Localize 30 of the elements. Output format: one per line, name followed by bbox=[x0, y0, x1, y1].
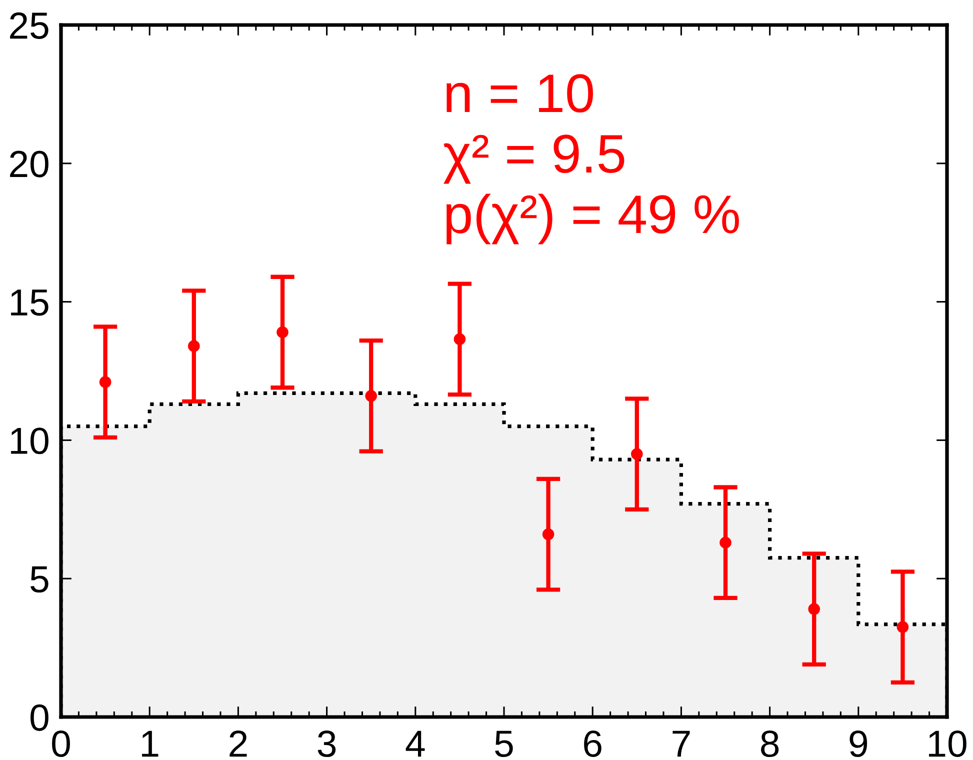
x-tick-label: 5 bbox=[495, 730, 513, 758]
y-tick-label: 0 bbox=[30, 704, 48, 731]
point bbox=[630, 448, 643, 460]
x-tick-label: 10 bbox=[929, 730, 966, 758]
x-tick-label: 7 bbox=[672, 730, 690, 757]
x-tick-label: 0 bbox=[52, 730, 70, 758]
x-tick-label: 8 bbox=[761, 730, 779, 758]
point bbox=[276, 326, 288, 338]
annotation: p(χ²) = 49 % bbox=[446, 194, 739, 244]
y-tick-label: 20 bbox=[10, 150, 48, 178]
x-tick-label: 3 bbox=[318, 730, 336, 758]
point bbox=[896, 621, 909, 633]
point bbox=[808, 603, 820, 615]
point bbox=[720, 536, 732, 549]
y-tick-label: 25 bbox=[10, 12, 48, 39]
annotation: χ² = 9.5 bbox=[444, 134, 624, 184]
y-tick-label: 15 bbox=[11, 290, 48, 316]
x-tick-label: 1 bbox=[142, 730, 158, 757]
y-tick-label: 5 bbox=[30, 566, 48, 593]
point bbox=[542, 528, 554, 540]
x-tick-label: 2 bbox=[230, 730, 247, 757]
annotation: n = 10 bbox=[446, 74, 593, 113]
x-tick-label: 6 bbox=[584, 730, 602, 758]
point bbox=[99, 376, 112, 388]
point bbox=[188, 340, 200, 352]
point bbox=[454, 333, 466, 346]
x-tick-label: 4 bbox=[406, 730, 425, 757]
y-tick-label: 10 bbox=[11, 428, 48, 454]
point bbox=[365, 390, 378, 402]
x-tick-label: 9 bbox=[850, 730, 868, 758]
